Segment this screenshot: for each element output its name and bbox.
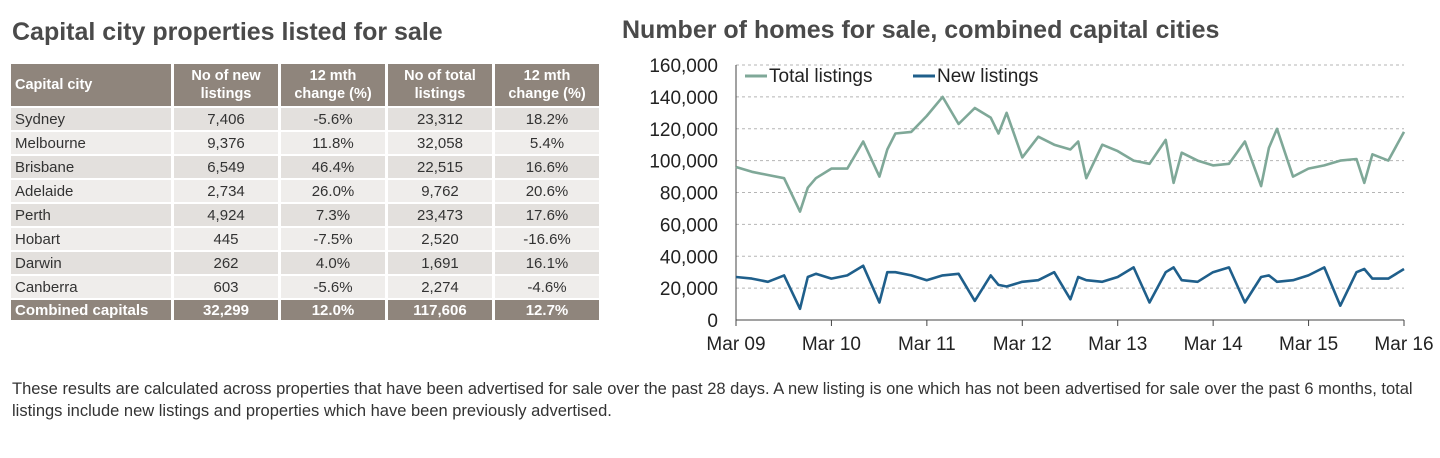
- table-row: Brisbane 6,549 46.4% 22,515 16.6%: [11, 156, 599, 178]
- cell-total-listings: 23,473: [388, 204, 492, 226]
- y-tick-label: 140,000: [649, 88, 718, 109]
- cell-total-listings: 23,312: [388, 108, 492, 130]
- cell-total-change: -4.6%: [495, 276, 599, 298]
- y-tick-label: 0: [707, 311, 718, 332]
- header-total-change: 12 mth change (%): [495, 64, 599, 106]
- cell-new-listings: 2,734: [174, 180, 278, 202]
- cell-total-change: 16.1%: [495, 252, 599, 274]
- cell-new-change: -5.6%: [281, 276, 385, 298]
- cell-total-listings: 2,274: [388, 276, 492, 298]
- x-tick-label: Mar 14: [1184, 334, 1244, 355]
- cell-new-listings: 7,406: [174, 108, 278, 130]
- table-row: Perth 4,924 7.3% 23,473 17.6%: [11, 204, 599, 226]
- cell-new-change: 11.8%: [281, 132, 385, 154]
- cell-city: Brisbane: [11, 156, 171, 178]
- homes-for-sale-chart: 0 20,000 40,000 60,000 80,000 100,000 120,000 1…: [649, 56, 1433, 355]
- y-tick-label: 160,000: [649, 56, 718, 77]
- cell-new-listings: 6,549: [174, 156, 278, 178]
- y-tick-label: 60,000: [660, 215, 718, 236]
- total-total-listings: 117,606: [388, 300, 492, 320]
- cell-total-listings: 1,691: [388, 252, 492, 274]
- cell-new-listings: 9,376: [174, 132, 278, 154]
- cell-total-change: -16.6%: [495, 228, 599, 250]
- cell-city: Darwin: [11, 252, 171, 274]
- cell-total-change: 17.6%: [495, 204, 599, 226]
- cell-total-change: 16.6%: [495, 156, 599, 178]
- cell-city: Perth: [11, 204, 171, 226]
- x-tick-label: Mar 11: [898, 334, 956, 355]
- cell-new-listings: 445: [174, 228, 278, 250]
- header-total-listings: No of total listings: [388, 64, 492, 106]
- x-tick-label: Mar 12: [993, 334, 1052, 355]
- cell-city: Adelaide: [11, 180, 171, 202]
- table-row: Hobart 445 -7.5% 2,520 -16.6%: [11, 228, 599, 250]
- cell-new-listings: 4,924: [174, 204, 278, 226]
- cell-new-listings: 262: [174, 252, 278, 274]
- y-tick-label: 80,000: [660, 184, 718, 205]
- x-tick-label: Mar 09: [706, 334, 765, 355]
- header-new-change: 12 mth change (%): [281, 64, 385, 106]
- x-tick-label: Mar 10: [802, 334, 861, 355]
- table-header-row: Capital city No of new listings 12 mth c…: [11, 64, 599, 106]
- legend-label: New listings: [937, 66, 1038, 87]
- total-total-change: 12.7%: [495, 300, 599, 320]
- cell-new-change: 7.3%: [281, 204, 385, 226]
- table-total-row: Combined capitals 32,299 12.0% 117,606 12.7%: [11, 300, 599, 320]
- cell-total-listings: 9,762: [388, 180, 492, 202]
- cell-total-change: 18.2%: [495, 108, 599, 130]
- table-title: Capital city properties listed for sale: [12, 18, 443, 46]
- listings-table: Capital city No of new listings 12 mth c…: [8, 62, 602, 322]
- new-listings-line: [735, 264, 1405, 311]
- x-tick-label: Mar 15: [1279, 334, 1338, 355]
- table-row: Melbourne 9,376 11.8% 32,058 5.4%: [11, 132, 599, 154]
- cell-total-listings: 32,058: [388, 132, 492, 154]
- cell-city: Sydney: [11, 108, 171, 130]
- cell-total-listings: 22,515: [388, 156, 492, 178]
- x-tick-label: Mar 13: [1088, 334, 1147, 355]
- cell-total-change: 20.6%: [495, 180, 599, 202]
- x-tick-label: Mar 16: [1374, 334, 1433, 355]
- cell-new-change: -7.5%: [281, 228, 385, 250]
- table-row: Adelaide 2,734 26.0% 9,762 20.6%: [11, 180, 599, 202]
- footnote: These results are calculated across prop…: [12, 380, 1413, 420]
- y-tick-label: 100,000: [649, 152, 718, 173]
- cell-city: Hobart: [11, 228, 171, 250]
- legend-label: Total listings: [769, 66, 873, 87]
- cell-new-change: 46.4%: [281, 156, 385, 178]
- total-city: Combined capitals: [11, 300, 171, 320]
- y-tick-label: 20,000: [660, 279, 718, 300]
- chart-title: Number of homes for sale, combined capit…: [622, 16, 1220, 44]
- cell-new-change: 4.0%: [281, 252, 385, 274]
- y-tick-label: 40,000: [660, 247, 718, 268]
- cell-new-change: 26.0%: [281, 180, 385, 202]
- total-listings-line: [735, 95, 1406, 213]
- table-row: Sydney 7,406 -5.6% 23,312 18.2%: [11, 108, 599, 130]
- cell-new-change: -5.6%: [281, 108, 385, 130]
- cell-city: Melbourne: [11, 132, 171, 154]
- total-new-change: 12.0%: [281, 300, 385, 320]
- table-row: Darwin 262 4.0% 1,691 16.1%: [11, 252, 599, 274]
- y-tick-label: 120,000: [649, 120, 718, 141]
- cell-new-listings: 603: [174, 276, 278, 298]
- header-capital-city: Capital city: [11, 64, 171, 106]
- cell-total-listings: 2,520: [388, 228, 492, 250]
- cell-total-change: 5.4%: [495, 132, 599, 154]
- header-new-listings: No of new listings: [174, 64, 278, 106]
- cell-city: Canberra: [11, 276, 171, 298]
- total-new-listings: 32,299: [174, 300, 278, 320]
- table-row: Canberra 603 -5.6% 2,274 -4.6%: [11, 276, 599, 298]
